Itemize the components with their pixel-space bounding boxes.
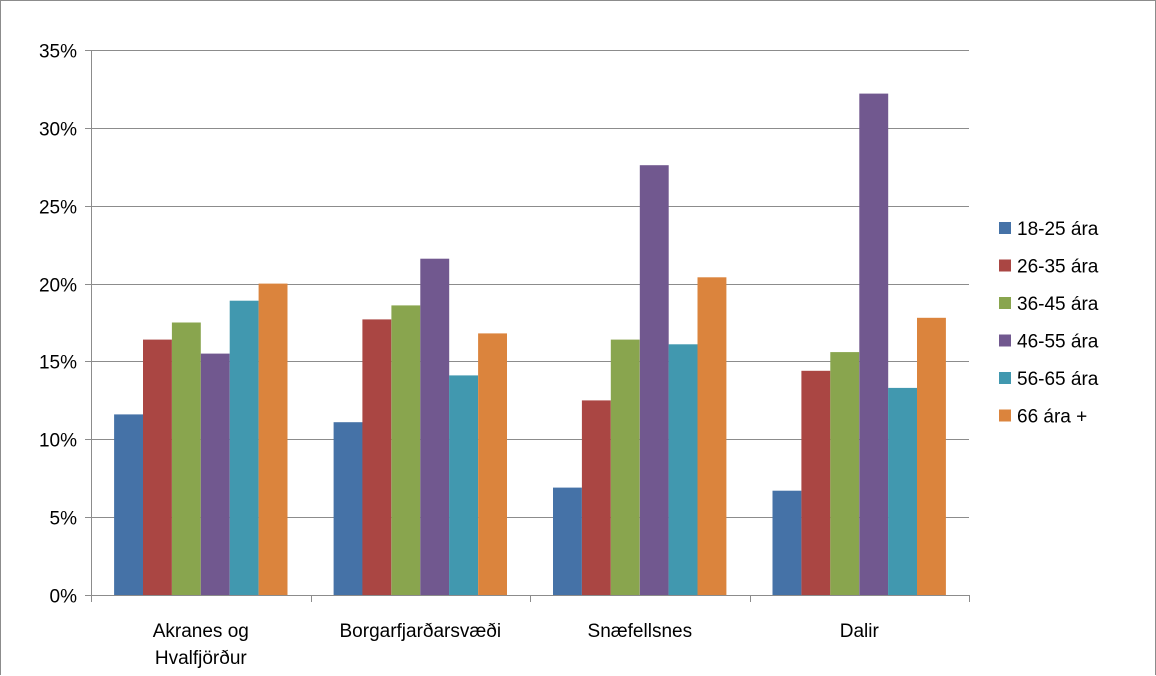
legend-label: 46-55 ára — [1017, 332, 1099, 353]
legend-swatch — [999, 372, 1011, 384]
legend-swatch — [999, 334, 1011, 347]
legend: 18-25 ára 26-35 ára 36-45 ára 46-55 ára 56-6… — [999, 219, 1099, 428]
legend-label: 18-25 ára — [1017, 219, 1099, 240]
legend-swatch — [999, 297, 1011, 309]
bar — [391, 305, 421, 595]
legend-label: 36-45 ára — [1017, 294, 1099, 315]
legend-swatch — [999, 222, 1011, 234]
bar — [200, 353, 230, 595]
x-category-label: Snæfellsnes — [588, 621, 693, 642]
y-tick-label: 0% — [50, 587, 78, 608]
bar — [697, 277, 727, 595]
bar — [639, 165, 669, 595]
bar — [362, 319, 392, 595]
bar — [917, 317, 946, 595]
bar — [668, 344, 698, 595]
bar — [420, 258, 450, 595]
bar — [859, 93, 889, 595]
bar — [143, 339, 172, 595]
bar — [478, 333, 507, 595]
legend-label: 66 ára + — [1017, 407, 1087, 428]
x-category-label: Akranes og — [153, 621, 249, 642]
bar — [830, 352, 860, 595]
bar — [449, 375, 478, 595]
legend-label: 26-35 ára — [1017, 257, 1099, 278]
legend-label: 56-65 ára — [1017, 369, 1099, 390]
y-tick-label: 15% — [39, 353, 77, 374]
y-tick-label: 35% — [39, 42, 77, 63]
bar — [610, 339, 640, 595]
x-category-label: Hvalfjörður — [155, 648, 248, 669]
bar — [114, 414, 143, 595]
bar — [553, 487, 582, 595]
bar — [229, 300, 259, 595]
y-tick-label: 20% — [39, 276, 77, 297]
bars — [114, 93, 946, 595]
bar — [258, 283, 288, 595]
legend-swatch — [999, 409, 1011, 422]
category-labels: Akranes og Hvalfjörður Borgarfjarðarsvæði S… — [153, 621, 880, 669]
bar — [772, 490, 802, 595]
y-tick-label: 25% — [39, 198, 77, 219]
axes — [85, 50, 970, 602]
bar — [801, 370, 831, 595]
legend-swatch — [999, 259, 1011, 272]
x-category-label: Borgarfjarðarsvæði — [340, 621, 502, 642]
bar — [171, 322, 201, 595]
x-category-label: Dalir — [840, 621, 880, 642]
y-tick-label: 5% — [50, 509, 78, 530]
bar — [333, 422, 363, 595]
y-tick-label: 10% — [39, 431, 77, 452]
bar — [581, 400, 611, 595]
y-tick-label: 30% — [39, 120, 77, 141]
y-tick-labels: 0% 5% 10% 15% 20% 25% 30% 35% — [39, 42, 77, 608]
bar — [888, 387, 917, 595]
